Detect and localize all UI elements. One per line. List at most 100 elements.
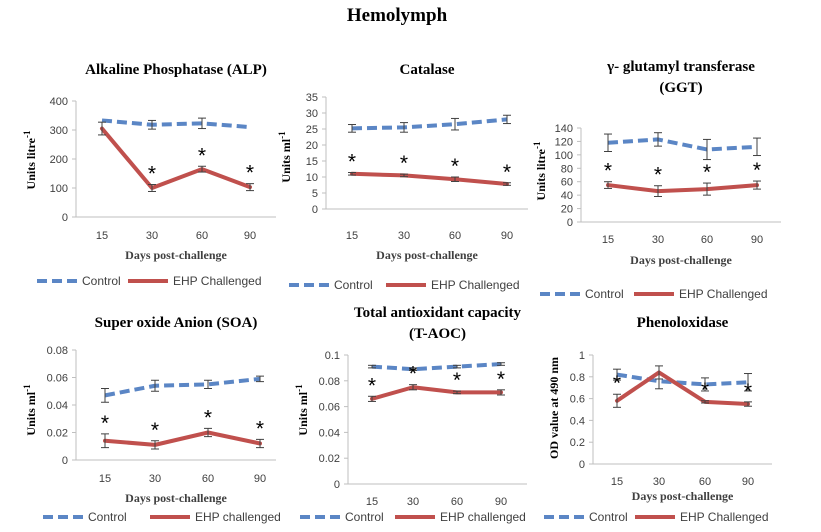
x-tick-label: 90 <box>501 230 513 242</box>
x-tick-label: 90 <box>254 473 266 485</box>
y-tick-label: 80 <box>561 163 573 175</box>
control-series-line <box>101 118 251 130</box>
legend-control-label: Control <box>88 510 127 524</box>
y-tick-label: 100 <box>555 150 573 162</box>
significance-marker: * <box>451 155 459 178</box>
y-tick-label: 0 <box>62 212 68 224</box>
significance-marker: * <box>604 160 612 183</box>
y-tick-label: 0.8 <box>570 372 585 384</box>
figure-title: Hemolymph <box>347 5 448 26</box>
significance-marker: * <box>503 161 511 184</box>
significance-marker: * <box>703 161 711 184</box>
chart-panel: γ- glutamyl transferase(GGT)020406080100… <box>532 59 781 301</box>
y-tick-label: 0.04 <box>47 400 68 412</box>
y-tick-label: 35 <box>306 92 318 104</box>
challenged-series-line <box>100 126 252 190</box>
x-tick-label: 90 <box>742 476 754 488</box>
y-tick-label: 25 <box>306 124 318 136</box>
challenged-series-line <box>606 183 759 194</box>
x-tick-label: 15 <box>602 234 614 246</box>
challenged-series-line <box>350 171 509 187</box>
y-tick-label: 0.2 <box>570 437 585 449</box>
y-axis-label-superscript: -1 <box>294 384 304 392</box>
chart-title: Alkaline Phosphatase (ALP) <box>85 62 267 78</box>
challenged-series-line <box>103 430 262 447</box>
y-axis-label: Units ml-1 <box>22 384 38 436</box>
significance-marker: * <box>198 144 206 167</box>
y-axis-label: Units ml-1 <box>277 131 293 183</box>
y-tick-label: 20 <box>561 204 573 216</box>
x-tick-label: 15 <box>611 476 623 488</box>
y-axis-label: Units litre-1 <box>532 141 548 200</box>
significance-marker: * <box>409 363 417 386</box>
y-tick-label: 0 <box>567 217 573 229</box>
y-tick-label: 10 <box>306 172 318 184</box>
significance-marker: * <box>701 379 709 402</box>
legend-control-label: Control <box>82 274 121 288</box>
x-tick-label: 90 <box>495 496 507 508</box>
x-tick-label: 30 <box>653 476 665 488</box>
significance-marker: * <box>453 369 461 392</box>
y-tick-label: 100 <box>50 183 68 195</box>
y-tick-label: 0.02 <box>47 428 68 440</box>
x-tick-label: 15 <box>346 230 358 242</box>
y-tick-label: 0.06 <box>47 373 68 385</box>
significance-marker: * <box>654 164 662 187</box>
control-series-line <box>616 372 749 387</box>
y-tick-label: 0.08 <box>47 345 68 357</box>
y-axis-label-superscript: -1 <box>22 384 32 392</box>
chart-title: Super oxide Anion (SOA) <box>95 315 258 331</box>
significance-marker: * <box>348 151 356 174</box>
chart-title: (GGT) <box>659 80 702 96</box>
significance-marker: * <box>613 372 621 395</box>
significance-marker: * <box>204 406 212 429</box>
y-tick-label: 0 <box>312 204 318 216</box>
y-axis-label-superscript: -1 <box>277 131 287 139</box>
control-series-line <box>351 117 508 131</box>
legend-control-label: Control <box>589 510 628 524</box>
legend-control-label: Control <box>334 278 373 292</box>
control-series-line <box>371 362 502 372</box>
y-tick-label: 1 <box>579 350 585 362</box>
chart-title: Phenoloxidase <box>637 315 729 331</box>
y-tick-label: 0 <box>334 479 340 491</box>
y-tick-label: 0.4 <box>570 415 585 427</box>
y-tick-label: 0.1 <box>325 350 340 362</box>
chart-panel: Super oxide Anion (SOA) 0 0.02 0.04 0.06 0.08… <box>22 315 281 524</box>
y-axis-label-text: OD value at 490 nm <box>547 357 561 459</box>
y-axis-label-text: Units ml <box>279 138 293 182</box>
y-tick-label: 20 <box>306 140 318 152</box>
chart-title: Catalase <box>400 62 455 78</box>
chart-title: γ- glutamyl transferase <box>606 59 755 75</box>
x-axis-label: Days post-challenge <box>630 253 732 267</box>
y-axis-label-text: Units ml <box>296 391 310 435</box>
y-tick-label: 0.6 <box>570 394 585 406</box>
chart-title: (T-AOC) <box>409 326 466 342</box>
x-tick-label: 30 <box>407 496 419 508</box>
y-tick-label: 0 <box>579 459 585 471</box>
legend-control-label: Control <box>345 510 384 524</box>
x-tick-label: 60 <box>202 473 214 485</box>
x-tick-label: 60 <box>196 230 208 242</box>
y-tick-label: 60 <box>561 177 573 189</box>
y-tick-label: 0.06 <box>319 402 340 414</box>
chart-title: Total antioxidant capacity <box>354 305 521 321</box>
y-tick-label: 120 <box>555 136 573 148</box>
significance-marker: * <box>101 412 109 435</box>
legend-challenged-label: EHP Challenged <box>680 510 769 524</box>
x-axis-label: Days post-challenge <box>632 489 734 503</box>
significance-marker: * <box>400 152 408 175</box>
y-tick-label: 200 <box>50 154 68 166</box>
x-tick-label: 30 <box>652 234 664 246</box>
significance-marker: * <box>368 374 376 397</box>
y-axis-label-superscript: -1 <box>22 130 32 138</box>
significance-marker: * <box>256 417 264 440</box>
x-tick-label: 60 <box>699 476 711 488</box>
chart-panel: Phenoloxidase 0 0.2 0.4 0.6 0.8 1 15 30 60 90 Days … <box>544 315 772 524</box>
significance-marker: * <box>151 419 159 442</box>
y-axis-label-text: Units litre <box>534 148 548 200</box>
x-tick-label: 90 <box>244 230 256 242</box>
y-axis-label: Units litre-1 <box>22 130 38 189</box>
y-axis-label: Units ml-1 <box>294 384 310 436</box>
y-tick-label: 0.04 <box>319 427 340 439</box>
